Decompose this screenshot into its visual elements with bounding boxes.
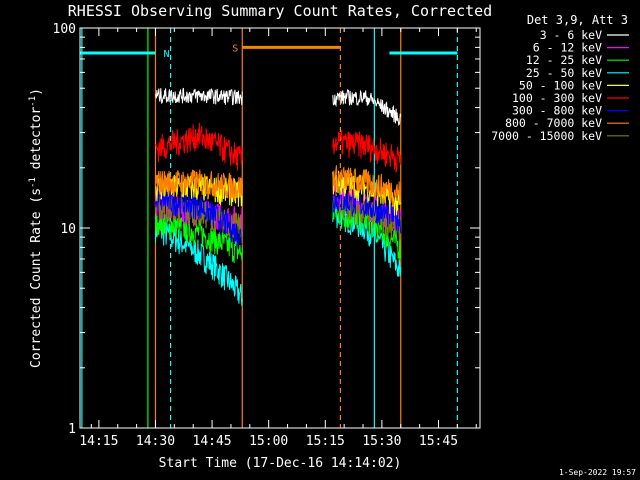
footer-timestamp: 1-Sep-2022 19:57: [559, 468, 636, 477]
y-axis-label-sup1: -1: [28, 177, 38, 188]
series-line-0-seg-1: [332, 88, 402, 126]
x-axis: 14:15 14:30 14:45 15:00 15:15 15:30 15:45: [79, 28, 477, 449]
y-tick-label-0: 1: [68, 422, 76, 437]
series-line-3-seg-0: [155, 217, 243, 306]
series-line-0-seg-0: [155, 87, 243, 106]
series-line-7-seg-1: [332, 165, 402, 206]
y-tick-label-2: 100: [53, 22, 76, 37]
legend-title: Det 3,9, Att 3: [527, 13, 628, 27]
x-tick-label-6: 15:45: [419, 434, 458, 449]
x-tick-label-5: 15:30: [362, 434, 401, 449]
y-axis-label-mid: detector: [29, 107, 44, 178]
x-tick-label-0: 14:15: [79, 434, 118, 449]
series-line-5-seg-1: [332, 129, 402, 173]
series-line-7-seg-0: [155, 169, 243, 202]
legend-label-0: 3 - 6 keV: [540, 28, 602, 42]
flag-label-S: S: [232, 43, 238, 54]
legend-label-8: 7000 - 15000 keV: [491, 129, 602, 143]
x-tick-label-1: 14:30: [136, 434, 175, 449]
legend-label-3: 25 - 50 keV: [526, 66, 602, 80]
y-axis: 1 10 100: [53, 22, 480, 437]
legend-label-4: 50 - 100 keV: [519, 78, 602, 92]
y-axis-label: Corrected Count Rate (s-1 detector-1): [28, 88, 44, 368]
x-tick-label-4: 15:15: [306, 434, 345, 449]
x-axis-label: Start Time (17-Dec-16 14:14:02): [159, 456, 402, 471]
y-tick-label-1: 10: [60, 222, 76, 237]
legend-label-1: 6 - 12 keV: [533, 41, 602, 55]
flag-label-N: N: [163, 49, 169, 60]
y-axis-label-main: Corrected Count Rate (s: [29, 188, 44, 368]
x-tick-label-3: 15:00: [249, 434, 288, 449]
legend-label-6: 300 - 800 keV: [512, 104, 602, 118]
y-axis-label-sup2: -1: [28, 96, 38, 107]
series-line-2-seg-0: [155, 209, 243, 264]
legend-label-2: 12 - 25 keV: [526, 53, 602, 67]
series-line-5-seg-0: [155, 122, 243, 171]
x-tick-label-2: 14:45: [193, 434, 232, 449]
plot-frame: [79, 27, 481, 429]
chart-title: RHESSI Observing Summary Count Rates, Co…: [68, 2, 492, 20]
legend-label-5: 100 - 300 keV: [512, 91, 602, 105]
legend-label-7: 800 - 7000 keV: [505, 116, 602, 130]
y-axis-label-end: ): [29, 88, 44, 96]
